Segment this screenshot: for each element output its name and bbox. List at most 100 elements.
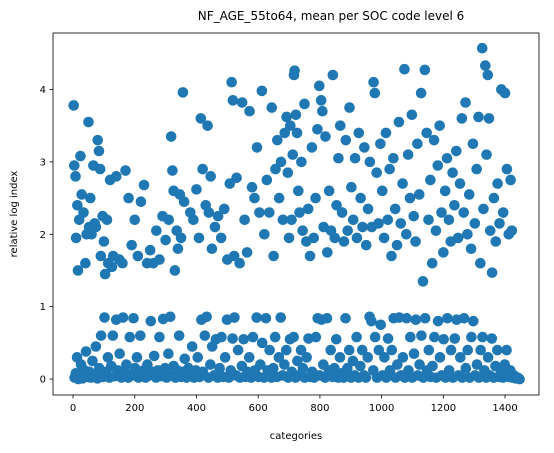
- data-point: [373, 344, 385, 356]
- data-point: [132, 250, 144, 262]
- data-point: [124, 331, 136, 343]
- data-point: [369, 331, 381, 343]
- data-point: [401, 228, 412, 240]
- data-point: [505, 174, 516, 186]
- data-point: [234, 257, 245, 269]
- data-point: [99, 268, 111, 280]
- data-point: [408, 210, 420, 222]
- data-point: [288, 331, 299, 343]
- data-point: [506, 225, 518, 236]
- data-point: [373, 218, 384, 229]
- x-tick-label: 1400: [492, 403, 517, 414]
- data-point: [260, 312, 272, 324]
- data-point: [275, 156, 287, 168]
- data-point: [330, 333, 342, 345]
- data-point: [462, 344, 474, 356]
- data-point: [228, 250, 240, 262]
- data-point: [467, 138, 479, 150]
- data-point: [473, 372, 485, 383]
- data-point: [195, 113, 207, 124]
- data-point: [226, 76, 237, 88]
- y-tick-label: 2: [40, 230, 46, 241]
- data-point: [434, 120, 445, 131]
- data-point: [480, 60, 491, 71]
- data-point: [357, 221, 368, 233]
- data-point: [360, 372, 372, 383]
- data-point: [360, 239, 372, 251]
- data-point: [469, 218, 481, 229]
- data-point: [177, 87, 189, 98]
- data-point: [375, 138, 386, 150]
- x-axis-label: categories: [270, 431, 322, 442]
- data-point: [203, 207, 215, 218]
- data-point: [70, 232, 82, 244]
- data-point: [243, 352, 255, 363]
- data-point: [492, 344, 503, 356]
- data-point: [402, 149, 414, 160]
- data-point: [349, 152, 361, 164]
- data-point: [297, 225, 308, 236]
- data-point: [291, 127, 303, 139]
- y-tick-label: 1: [40, 302, 46, 313]
- data-point: [384, 163, 395, 175]
- data-point: [331, 200, 342, 211]
- data-point: [419, 312, 431, 324]
- data-point: [466, 331, 477, 343]
- data-point: [101, 214, 113, 226]
- data-point: [282, 167, 294, 179]
- data-point: [205, 171, 216, 182]
- data-point: [72, 200, 83, 211]
- data-point: [264, 344, 275, 356]
- data-point: [471, 359, 483, 370]
- data-point: [70, 171, 81, 182]
- data-point: [347, 355, 359, 367]
- data-point: [314, 80, 325, 92]
- data-point: [296, 156, 307, 168]
- data-point: [199, 330, 211, 341]
- data-point: [315, 95, 327, 106]
- data-point: [329, 362, 340, 374]
- data-point: [384, 365, 396, 376]
- data-point: [484, 225, 496, 236]
- data-point: [83, 116, 94, 128]
- data-point: [135, 196, 147, 207]
- data-point: [212, 210, 224, 222]
- data-point: [482, 69, 494, 81]
- data-point: [344, 102, 355, 113]
- data-point: [154, 331, 165, 343]
- data-point: [359, 142, 370, 153]
- data-point: [255, 359, 266, 370]
- data-point: [117, 257, 128, 269]
- data-point: [90, 341, 102, 352]
- data-point: [284, 120, 296, 131]
- data-point: [107, 330, 119, 341]
- data-point: [292, 355, 303, 367]
- data-point: [423, 214, 434, 226]
- data-point: [452, 232, 464, 244]
- data-point: [481, 149, 492, 160]
- data-point: [227, 95, 239, 106]
- data-point: [338, 372, 349, 383]
- data-point: [415, 87, 427, 99]
- data-point: [475, 344, 486, 356]
- data-point: [294, 207, 305, 218]
- data-point: [229, 312, 240, 323]
- data-point: [310, 192, 321, 204]
- data-point: [320, 131, 331, 142]
- data-point: [430, 225, 442, 236]
- data-point: [438, 333, 449, 345]
- data-point: [120, 165, 131, 176]
- data-point: [90, 221, 102, 233]
- data-point: [439, 185, 451, 197]
- data-point: [135, 330, 146, 341]
- data-point: [391, 239, 403, 251]
- data-point: [165, 131, 177, 142]
- data-points: [68, 42, 525, 385]
- data-point: [340, 134, 352, 146]
- data-point: [432, 315, 444, 327]
- data-point: [68, 100, 79, 111]
- data-point: [368, 76, 379, 88]
- data-point: [238, 333, 249, 345]
- data-point: [449, 333, 461, 344]
